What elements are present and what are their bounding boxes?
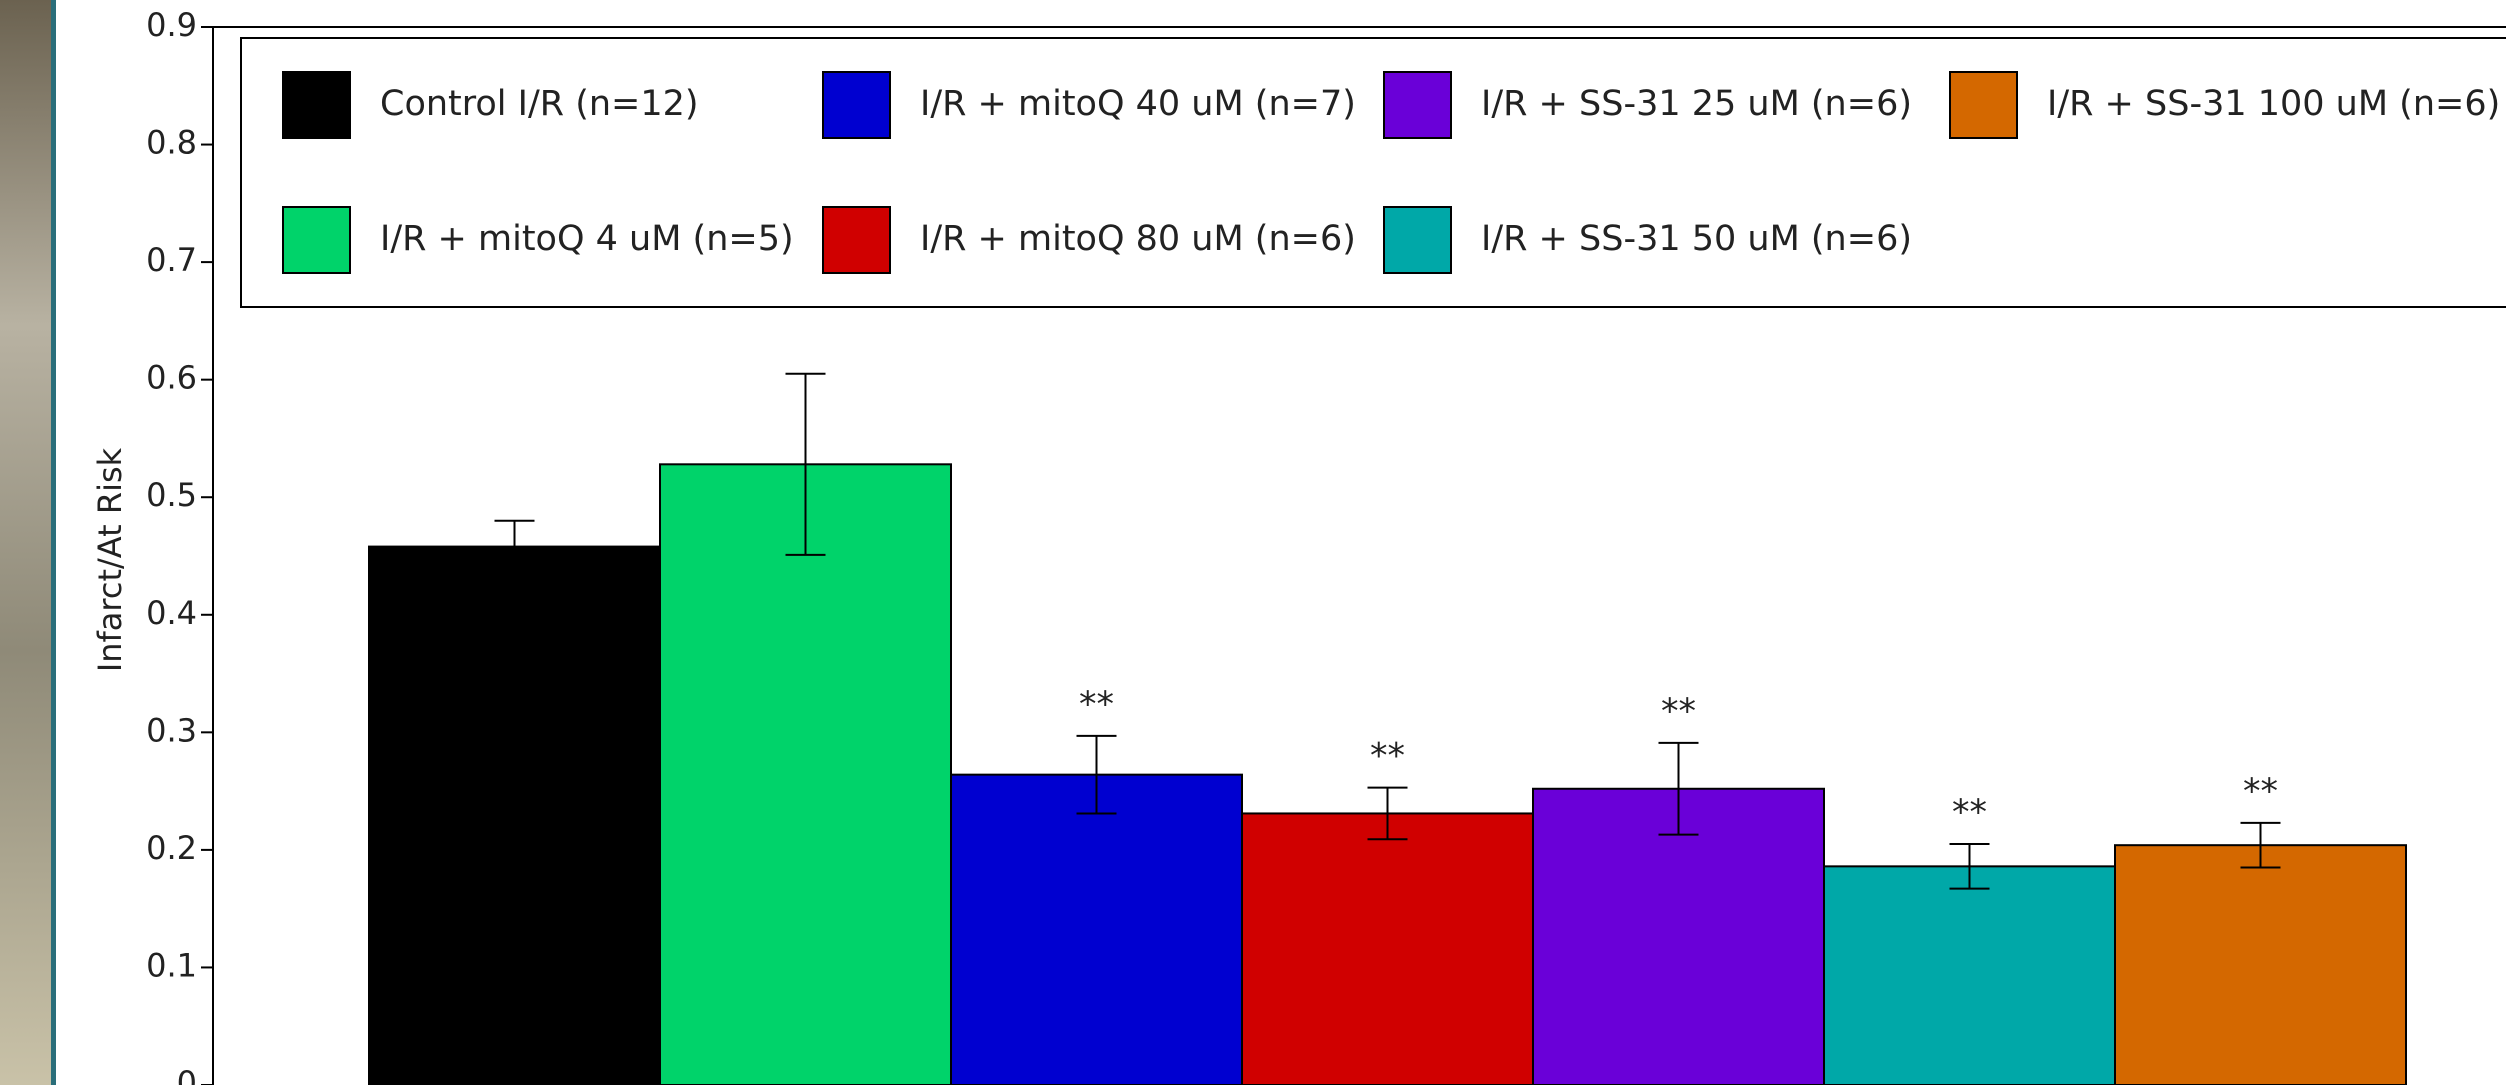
legend-swatch (823, 72, 890, 138)
legend-label: I/R + SS-31 25 uM (n=6) (1481, 84, 1912, 124)
legend-label: Control I/R (n=12) (380, 84, 699, 124)
legend-box (241, 38, 2506, 307)
y-tick-label: 0.7 (146, 241, 197, 279)
bar (369, 547, 660, 1085)
bar (660, 464, 951, 1085)
legend-swatch (1950, 72, 2017, 138)
significance-label: ** (1079, 685, 1114, 725)
legend-label: I/R + mitoQ 40 uM (n=7) (920, 84, 1356, 124)
bar (1242, 813, 1533, 1085)
bar (1824, 866, 2115, 1085)
significance-label: ** (1370, 737, 1405, 777)
legend-swatch (1384, 72, 1451, 138)
legend-label: I/R + mitoQ 80 uM (n=6) (920, 219, 1356, 259)
bar (2115, 845, 2406, 1085)
significance-label: ** (1661, 692, 1696, 732)
y-tick-label: 0.3 (146, 711, 197, 749)
legend-swatch (283, 72, 350, 138)
legend-label: I/R + SS-31 50 uM (n=6) (1481, 219, 1912, 259)
significance-label: ** (2243, 772, 2278, 812)
bar (951, 775, 1242, 1085)
y-tick-label: 0.4 (146, 594, 197, 632)
legend-swatch (823, 207, 890, 273)
legend-label: I/R + SS-31 100 uM (n=6) (2047, 84, 2500, 124)
y-tick-label: 0.2 (146, 829, 197, 867)
window-border (51, 0, 56, 1085)
legend-label: I/R + mitoQ 4 uM (n=5) (380, 219, 794, 259)
y-tick-label: 0.5 (146, 476, 197, 514)
y-tick-label: 0.1 (146, 946, 197, 984)
y-tick-label: 0.6 (146, 359, 197, 397)
legend-swatch (1384, 207, 1451, 273)
significance-label: ** (1952, 793, 1987, 833)
y-tick-label: 0 (177, 1064, 197, 1085)
y-tick-label: 0.9 (146, 6, 197, 44)
background-photo (0, 0, 51, 1085)
chart: Infarct/At Risk 0 0.1 0.2 0.3 0.4 0.5 0.6 0.7 0.… (0, 0, 2506, 1085)
legend-swatch (283, 207, 350, 273)
y-tick-label: 0.8 (146, 124, 197, 162)
y-axis-label: Infarct/At Risk (91, 447, 129, 672)
